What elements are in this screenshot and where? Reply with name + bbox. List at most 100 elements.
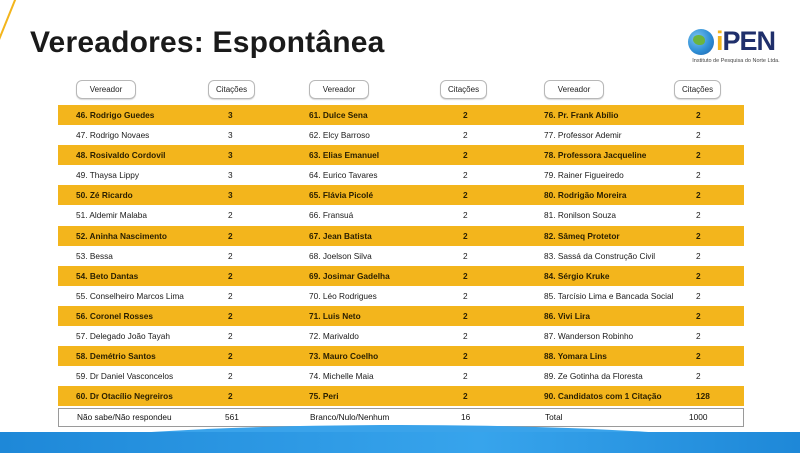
citacoes-value: 3 bbox=[228, 170, 233, 181]
citacoes-value: 2 bbox=[696, 110, 701, 120]
citacoes-value: 2 bbox=[228, 210, 233, 221]
citacoes-value: 3 bbox=[228, 150, 233, 161]
footer-bar bbox=[0, 432, 800, 453]
citacoes-value: 2 bbox=[696, 290, 701, 301]
vereador-name: 61. Dulce Sena bbox=[309, 110, 368, 120]
vereador-name: 52. Aninha Nascimento bbox=[76, 230, 167, 241]
vereador-name: 89. Ze Gotinha da Floresta bbox=[544, 371, 643, 382]
citacoes-value: 2 bbox=[696, 270, 701, 281]
vereador-name: 68. Joelson Silva bbox=[309, 250, 372, 261]
vereador-name: 54. Beto Dantas bbox=[76, 270, 139, 281]
table-row: 54. Beto Dantas 2 69. Josimar Gadelha 2 84. … bbox=[58, 265, 744, 286]
vereador-name: 62. Elcy Barroso bbox=[309, 130, 370, 141]
citacoes-value: 2 bbox=[463, 371, 468, 382]
vereador-name: 63. Elias Emanuel bbox=[309, 150, 380, 161]
total-label-col2: Branco/Nulo/Nenhum bbox=[310, 412, 390, 422]
vereador-name: 50. Zé Ricardo bbox=[76, 190, 133, 201]
vereador-name: 56. Coronel Rosses bbox=[76, 310, 154, 321]
globe-icon bbox=[688, 29, 714, 55]
citacoes-value: 2 bbox=[696, 331, 701, 342]
vereador-name: 51. Aldemir Malaba bbox=[76, 210, 148, 221]
table-row: 46. Rodrigo Guedes 3 61. Dulce Sena 2 76. Pr… bbox=[58, 105, 744, 126]
citacoes-value: 2 bbox=[463, 110, 468, 120]
vereador-name: 48. Rosivaldo Cordovil bbox=[76, 150, 166, 161]
vereador-name: 80. Rodrigão Moreira bbox=[544, 190, 627, 201]
ipen-logo: iPEN Instituto de Pesquisa do Norte Ltda… bbox=[686, 26, 786, 70]
vereador-name: 84. Sérgio Kruke bbox=[544, 270, 610, 281]
vereador-name: 57. Delegado João Tayah bbox=[76, 331, 170, 342]
vereador-name: 49. Thaysa Lippy bbox=[76, 170, 140, 181]
table-row: 58. Demétrio Santos 2 73. Mauro Coelho 2 88.… bbox=[58, 346, 744, 367]
logo-subtitle: Instituto de Pesquisa do Norte Ltda. bbox=[692, 58, 780, 64]
vereador-name: 90. Candidatos com 1 Citação bbox=[544, 391, 662, 402]
logo-brand: iPEN bbox=[716, 26, 776, 56]
citacoes-value: 2 bbox=[463, 331, 468, 342]
citacoes-value: 3 bbox=[228, 110, 233, 120]
citacoes-value: 2 bbox=[696, 150, 701, 161]
table-row: 56. Coronel Rosses 2 71. Luis Neto 2 86. Viv… bbox=[58, 305, 744, 327]
citacoes-value: 2 bbox=[228, 351, 233, 362]
citacoes-value: 2 bbox=[228, 250, 233, 261]
vereador-name: 46. Rodrigo Guedes bbox=[76, 110, 155, 120]
vereador-name: 47. Rodrigo Novaes bbox=[76, 130, 150, 141]
vereador-name: 85. Tarcísio Lima e Bancada Social bbox=[544, 290, 674, 301]
table-row: 48. Rosivaldo Cordovil 3 63. Elias Emanuel… bbox=[58, 145, 744, 166]
table-row: 60. Dr Otacílio Negreiros 2 75. Peri 2 90. C… bbox=[58, 386, 744, 407]
citacoes-value: 2 bbox=[696, 351, 701, 362]
decorative-line-left bbox=[0, 0, 20, 103]
table-row: 52. Aninha Nascimento 2 67. Jean Batista 2 8… bbox=[58, 225, 744, 246]
vereador-name: 75. Peri bbox=[309, 391, 339, 402]
table-row: 47. Rodrigo Novaes 3 62. Elcy Barroso 2 77. … bbox=[58, 125, 744, 146]
vereador-name: 83. Sassá da Construção Civil bbox=[544, 250, 656, 261]
table-total-row: Não sabe/Não respondeu 561 Branco/Nulo/N… bbox=[58, 408, 744, 427]
citacoes-value: 2 bbox=[228, 371, 233, 382]
vereador-name: 64. Eurico Tavares bbox=[309, 170, 378, 181]
citacoes-value: 2 bbox=[463, 270, 468, 281]
header-citacoes-col2: Citações bbox=[440, 80, 487, 99]
vereador-name: 55. Conselheiro Marcos Lima bbox=[76, 290, 184, 301]
header-vereador-col2: Vereador bbox=[309, 80, 369, 99]
table-row: 57. Delegado João Tayah 2 72. Marivaldo 2 87… bbox=[58, 326, 744, 347]
vereador-name: 87. Wanderson Robinho bbox=[544, 331, 634, 342]
citacoes-value: 2 bbox=[696, 190, 701, 201]
citacoes-value: 2 bbox=[228, 310, 233, 321]
citacoes-value: 2 bbox=[463, 310, 468, 321]
citacoes-value: 2 bbox=[696, 210, 701, 221]
vereador-name: 65. Flávia Picolé bbox=[309, 190, 374, 201]
total-label-col1: Não sabe/Não respondeu bbox=[77, 412, 172, 422]
header-citacoes-col3: Citações bbox=[674, 80, 721, 99]
citacoes-value: 2 bbox=[228, 331, 233, 342]
vereador-name: 72. Marivaldo bbox=[309, 331, 359, 342]
citacoes-value: 2 bbox=[228, 290, 233, 301]
vereador-name: 66. Fransuá bbox=[309, 210, 354, 221]
citacoes-value: 2 bbox=[696, 130, 701, 141]
citacoes-value: 2 bbox=[696, 170, 701, 181]
vereador-name: 82. Sâmeq Protetor bbox=[544, 230, 620, 241]
citacoes-value: 2 bbox=[696, 371, 701, 382]
citacoes-value: 2 bbox=[463, 170, 468, 181]
vereador-name: 53. Bessa bbox=[76, 250, 113, 261]
vereador-name: 70. Léo Rodrigues bbox=[309, 290, 377, 301]
citacoes-value: 2 bbox=[463, 250, 468, 261]
vereador-name: 67. Jean Batista bbox=[309, 230, 372, 241]
table-row: 51. Aldemir Malaba 2 66. Fransuá 2 81. Ronil… bbox=[58, 205, 744, 226]
vereador-name: 74. Michelle Maia bbox=[309, 371, 374, 382]
citacoes-value: 2 bbox=[463, 190, 468, 201]
total-value-col2: 16 bbox=[461, 412, 471, 422]
vereador-name: 69. Josimar Gadelha bbox=[309, 270, 390, 281]
citacoes-value: 2 bbox=[696, 250, 701, 261]
citacoes-value: 2 bbox=[228, 270, 233, 281]
vereador-name: 79. Rainer Figueiredo bbox=[544, 170, 624, 181]
header-vereador-col1: Vereador bbox=[76, 80, 136, 99]
citacoes-value: 3 bbox=[228, 190, 233, 201]
vereador-name: 88. Yomara Lins bbox=[544, 351, 607, 362]
citacoes-value: 128 bbox=[696, 391, 710, 402]
vereador-name: 77. Professor Ademir bbox=[544, 130, 622, 141]
vereador-name: 59. Dr Daniel Vasconcelos bbox=[76, 371, 174, 382]
citacoes-value: 2 bbox=[463, 391, 468, 402]
citacoes-value: 3 bbox=[228, 130, 233, 141]
total-label-col3: Total bbox=[545, 412, 563, 422]
citacoes-value: 2 bbox=[228, 391, 233, 402]
total-value-col1: 561 bbox=[225, 412, 239, 422]
